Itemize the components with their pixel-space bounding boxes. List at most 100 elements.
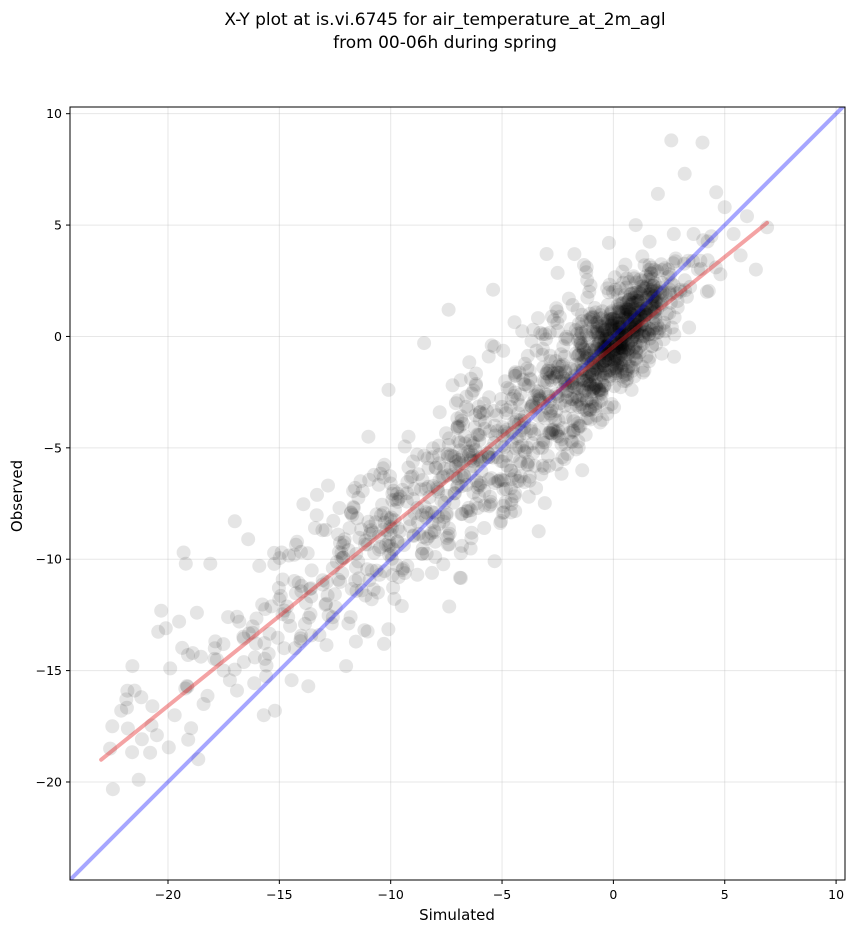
scatter-point (713, 267, 728, 282)
scatter-point (699, 284, 714, 299)
scatter-point (262, 626, 277, 641)
scatter-point (571, 348, 586, 363)
scatter-point (468, 408, 483, 423)
scatter-point (346, 484, 361, 499)
scatter-point (632, 311, 646, 326)
scatter-point (432, 516, 447, 531)
scatter-point (611, 304, 626, 319)
scatter-point (650, 186, 665, 201)
scatter-point (421, 529, 436, 544)
scatter-point (618, 328, 633, 343)
scatter-point (574, 320, 589, 335)
scatter-point (600, 338, 615, 353)
scatter-point (558, 437, 573, 452)
scatter-point (608, 368, 623, 383)
scatter-point (570, 326, 585, 341)
scatter-point (608, 348, 623, 363)
scatter-point (691, 262, 705, 277)
scatter-point (637, 324, 652, 339)
scatter-point (511, 416, 526, 431)
scatter-point (545, 426, 559, 441)
scatter-point (512, 474, 526, 488)
scatter-point (303, 581, 318, 596)
scatter-point (597, 358, 612, 373)
scatter-point (434, 493, 449, 508)
scatter-point (670, 294, 685, 309)
scatter-point (526, 395, 541, 410)
scatter-point (628, 339, 642, 354)
scatter-point (554, 432, 569, 447)
scatter-point (354, 522, 369, 537)
scatter-point (663, 295, 678, 310)
scatter-point (539, 247, 554, 261)
scatter-point (341, 616, 356, 631)
scatter-point (545, 400, 559, 415)
scatter-point (467, 420, 482, 435)
scatter-point (629, 352, 644, 367)
scatter-point (607, 313, 622, 328)
scatter-point (656, 318, 671, 333)
scatter-point (594, 375, 609, 390)
scatter-point (600, 407, 615, 421)
scatter-point (591, 337, 606, 352)
scatter-point (556, 339, 571, 354)
scatter-point (175, 640, 190, 655)
scatter-point (227, 662, 242, 677)
scatter-point (241, 532, 256, 547)
scatter-point (568, 389, 582, 404)
scatter-point (648, 308, 663, 323)
scatter-point (575, 314, 590, 329)
scatter-point (614, 297, 628, 312)
scatter-point (601, 331, 616, 346)
scatter-point (577, 349, 592, 364)
scatter-point (388, 503, 402, 517)
scatter-point (586, 343, 601, 358)
scatter-point (507, 368, 522, 383)
scatter-point (650, 294, 665, 309)
scatter-point (369, 563, 384, 578)
scatter-point (641, 354, 656, 369)
scatter-point (134, 690, 149, 705)
scatter-point (275, 607, 290, 622)
scatter-point (436, 469, 451, 484)
scatter-point (523, 402, 538, 417)
scatter-point (410, 567, 425, 582)
scatter-point (627, 369, 642, 384)
scatter-point (598, 341, 613, 356)
scatter-point (232, 614, 247, 629)
scatter-point (493, 516, 508, 530)
scatter-point (446, 495, 461, 510)
scatter-point (419, 531, 434, 546)
scatter-point (627, 322, 641, 337)
scatter-point (574, 397, 589, 412)
scatter-point (382, 548, 397, 562)
scatter-point (620, 342, 635, 357)
scatter-point (599, 339, 614, 354)
grid-lines (70, 107, 845, 880)
scatter-point (550, 316, 565, 330)
scatter-point (618, 353, 633, 367)
scatter-point (628, 286, 642, 300)
scatter-point (363, 519, 378, 534)
scatter-point (540, 363, 555, 378)
scatter-point (280, 599, 294, 614)
scatter-point (625, 321, 640, 336)
scatter-point (638, 269, 653, 284)
scatter-point (642, 322, 657, 336)
scatter-point (619, 373, 634, 388)
y-tick-label: −10 (36, 552, 62, 567)
scatter-point (604, 318, 619, 332)
scatter-point (595, 310, 610, 325)
scatter-point (448, 459, 463, 474)
scatter-point (577, 258, 591, 272)
scatter-point (481, 349, 496, 364)
scatter-point (508, 385, 523, 400)
scatter-point (319, 575, 334, 589)
scatter-point (463, 451, 478, 466)
scatter-point (644, 260, 659, 275)
scatter-point (490, 424, 505, 439)
scatter-point (700, 234, 715, 249)
scatter-point (468, 443, 483, 458)
scatter-point (386, 542, 401, 557)
scatter-point (252, 558, 267, 573)
